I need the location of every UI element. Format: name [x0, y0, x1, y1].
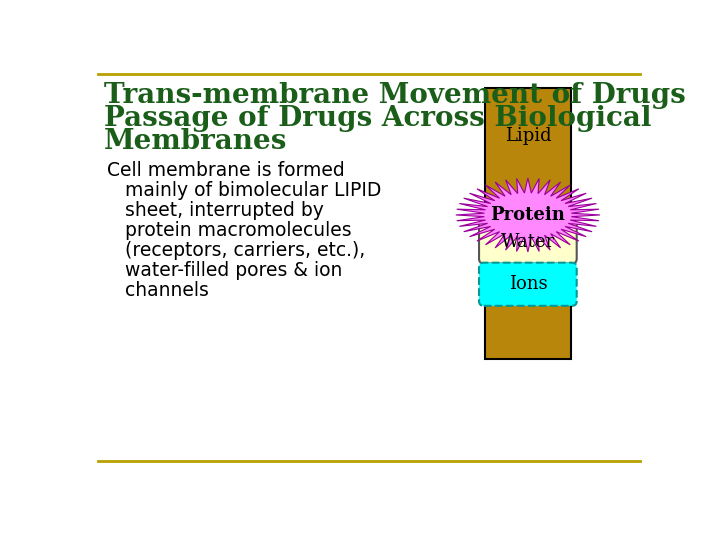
Text: Passage of Drugs Across Biological: Passage of Drugs Across Biological: [104, 105, 652, 132]
Text: protein macromolecules: protein macromolecules: [107, 221, 351, 240]
Text: Trans-membrane Movement of Drugs: Trans-membrane Movement of Drugs: [104, 82, 685, 109]
Text: (receptors, carriers, etc.),: (receptors, carriers, etc.),: [107, 241, 365, 260]
Bar: [485, 236, 570, 359]
Text: mainly of bimolecular LIPID: mainly of bimolecular LIPID: [107, 181, 382, 200]
Text: Membranes: Membranes: [104, 128, 287, 155]
Text: Water: Water: [501, 233, 555, 251]
FancyBboxPatch shape: [479, 262, 577, 306]
Text: Protein: Protein: [490, 206, 565, 224]
Text: Cell membrane is formed: Cell membrane is formed: [107, 161, 345, 180]
Polygon shape: [456, 178, 600, 252]
FancyBboxPatch shape: [479, 220, 577, 264]
Text: water-filled pores & ion: water-filled pores & ion: [107, 261, 343, 280]
Bar: [485, 88, 570, 207]
Text: sheet, interrupted by: sheet, interrupted by: [107, 201, 324, 220]
Text: Ions: Ions: [508, 275, 547, 293]
Text: Lipid: Lipid: [505, 127, 552, 145]
Text: channels: channels: [107, 281, 209, 300]
